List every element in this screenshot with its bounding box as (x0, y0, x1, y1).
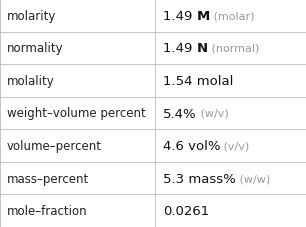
Text: (w/v): (w/v) (197, 109, 228, 118)
Text: normality: normality (7, 42, 64, 55)
Text: (normal): (normal) (208, 44, 259, 54)
Text: mass–percent: mass–percent (7, 172, 89, 185)
Text: 0.0261: 0.0261 (163, 204, 209, 217)
Text: (molar): (molar) (210, 11, 254, 21)
Text: (v/v): (v/v) (221, 141, 250, 151)
Text: 5.3 mass%: 5.3 mass% (163, 172, 236, 185)
Text: M: M (197, 10, 210, 23)
Text: molality: molality (7, 75, 55, 88)
Text: volume–percent: volume–percent (7, 139, 102, 152)
Text: 4.6 vol%: 4.6 vol% (163, 139, 221, 152)
Text: N: N (197, 42, 208, 55)
Text: weight–volume percent: weight–volume percent (7, 107, 146, 120)
Text: (w/w): (w/w) (236, 173, 270, 183)
Text: 1.49: 1.49 (163, 42, 197, 55)
Text: molarity: molarity (7, 10, 56, 23)
Text: 1.49: 1.49 (163, 10, 197, 23)
Text: 1.54 molal: 1.54 molal (163, 75, 233, 88)
Text: 5.4%: 5.4% (163, 107, 197, 120)
Text: mole–fraction: mole–fraction (7, 204, 88, 217)
